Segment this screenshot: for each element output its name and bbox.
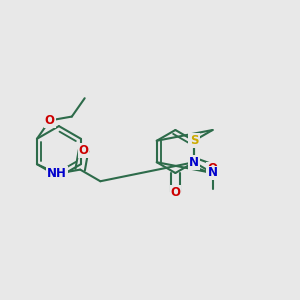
Text: O: O: [79, 144, 88, 157]
Text: O: O: [45, 114, 55, 127]
Text: O: O: [170, 186, 180, 199]
Text: NH: NH: [47, 167, 67, 180]
Text: N: N: [189, 134, 199, 147]
Text: N: N: [208, 167, 218, 179]
Text: S: S: [190, 134, 198, 147]
Text: N: N: [189, 156, 199, 169]
Text: O: O: [207, 162, 217, 176]
